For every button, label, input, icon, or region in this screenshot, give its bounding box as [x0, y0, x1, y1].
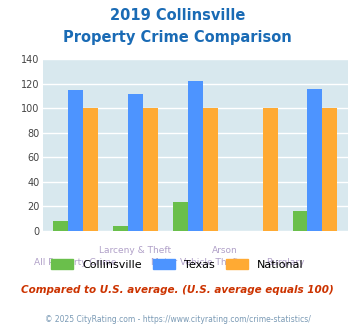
Text: © 2025 CityRating.com - https://www.cityrating.com/crime-statistics/: © 2025 CityRating.com - https://www.city… — [45, 315, 310, 324]
Bar — [293, 212, 307, 231]
Bar — [203, 109, 218, 231]
Bar — [113, 226, 128, 231]
Bar — [322, 109, 337, 231]
Text: Property Crime Comparison: Property Crime Comparison — [63, 30, 292, 45]
Bar — [128, 94, 143, 231]
Bar — [263, 109, 278, 231]
Bar — [188, 82, 203, 231]
Text: Motor Vehicle Theft: Motor Vehicle Theft — [151, 258, 239, 267]
Legend: Collinsville, Texas, National: Collinsville, Texas, National — [47, 255, 308, 274]
Bar — [68, 90, 83, 231]
Bar — [307, 89, 322, 231]
Text: Compared to U.S. average. (U.S. average equals 100): Compared to U.S. average. (U.S. average … — [21, 285, 334, 295]
Text: Burglary: Burglary — [266, 258, 304, 267]
Bar — [53, 221, 68, 231]
Bar — [83, 109, 98, 231]
Text: Arson: Arson — [212, 246, 238, 255]
Text: 2019 Collinsville: 2019 Collinsville — [110, 8, 245, 23]
Bar — [143, 109, 158, 231]
Bar — [173, 202, 188, 231]
Text: All Property Crime: All Property Crime — [34, 258, 117, 267]
Text: Larceny & Theft: Larceny & Theft — [99, 246, 171, 255]
